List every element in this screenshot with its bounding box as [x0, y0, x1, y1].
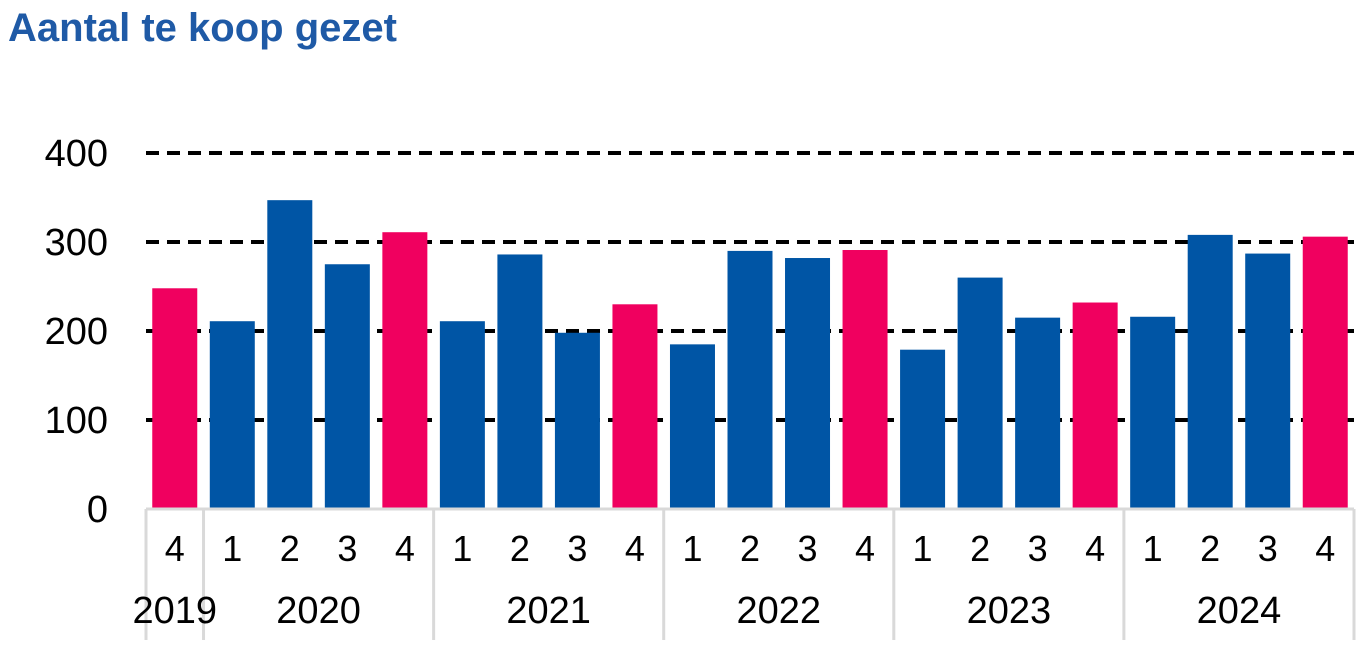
- quarter-label: 1: [682, 528, 702, 569]
- quarter-label: 1: [1143, 528, 1163, 569]
- quarter-label: 2: [970, 528, 990, 569]
- bar: [842, 250, 888, 509]
- bar: [439, 321, 485, 509]
- bar: [267, 200, 313, 510]
- quarter-label: 2: [280, 528, 300, 569]
- bar: [612, 304, 658, 509]
- bar: [554, 332, 600, 509]
- bar: [1245, 253, 1291, 509]
- quarter-label: 4: [165, 528, 185, 569]
- quarter-label: 3: [567, 528, 587, 569]
- bar: [1130, 316, 1176, 509]
- quarter-label: 1: [222, 528, 242, 569]
- quarter-label: 2: [1200, 528, 1220, 569]
- quarter-label: 3: [1028, 528, 1048, 569]
- bar: [1015, 317, 1061, 509]
- quarter-label: 2: [740, 528, 760, 569]
- y-tick-label: 100: [45, 400, 108, 442]
- bar: [669, 344, 715, 509]
- year-label: 2020: [276, 590, 361, 632]
- quarter-label: 1: [913, 528, 933, 569]
- bars: [152, 200, 1348, 510]
- chart-title: Aantal te koop gezet: [8, 6, 397, 50]
- bar: [152, 288, 198, 509]
- bar: [1302, 236, 1348, 509]
- quarter-label: 1: [452, 528, 472, 569]
- quarter-label: 4: [1085, 528, 1105, 569]
- bar: [957, 277, 1003, 509]
- quarter-label: 2: [510, 528, 530, 569]
- year-label: 2021: [506, 590, 591, 632]
- year-label: 2022: [736, 590, 821, 632]
- year-label: 2019: [132, 590, 217, 632]
- bar: [382, 232, 428, 509]
- year-label: 2023: [967, 590, 1052, 632]
- quarter-label: 4: [625, 528, 645, 569]
- quarter-label: 4: [855, 528, 875, 569]
- quarter-label: 4: [395, 528, 415, 569]
- bar: [727, 250, 773, 509]
- year-label: 2024: [1197, 590, 1282, 632]
- y-tick-label: 300: [45, 222, 108, 264]
- bar: [324, 264, 370, 509]
- y-tick-label: 200: [45, 311, 108, 353]
- quarter-label: 3: [337, 528, 357, 569]
- quarter-label: 3: [798, 528, 818, 569]
- y-axis-ticks: 0 100 200 300 400: [45, 133, 108, 531]
- quarter-label: 4: [1315, 528, 1335, 569]
- bar: [1187, 234, 1233, 509]
- bar: [497, 254, 543, 509]
- quarter-label: 3: [1258, 528, 1278, 569]
- bar: [900, 349, 946, 509]
- bar: [1072, 302, 1118, 509]
- bar: [209, 321, 255, 509]
- y-tick-label: 0: [87, 489, 108, 531]
- bar: [785, 258, 831, 509]
- y-tick-label: 400: [45, 133, 108, 175]
